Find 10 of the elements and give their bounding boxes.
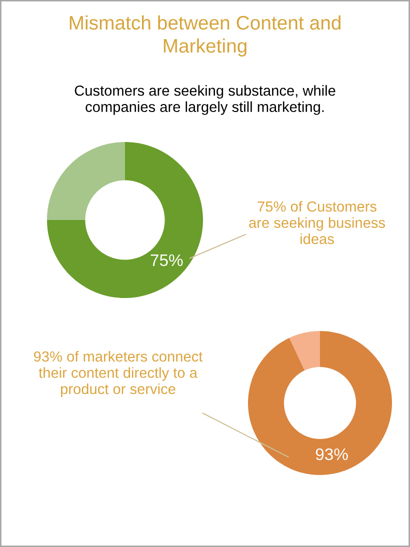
- data-label: 93%: [316, 448, 348, 460]
- chart-subtitle: Customers are seeking substance, while companies are largely still marketing.: [74, 85, 336, 115]
- text: 93% of marketers connect their content directly to a product or service: [34, 350, 203, 398]
- donut-slice: [248, 331, 392, 475]
- text: 75% of Customers are seeking business ideas: [249, 200, 385, 244]
- donut-slice: [47, 142, 203, 298]
- donut-slice: [47, 142, 125, 220]
- data-label: 75%: [150, 254, 183, 266]
- chart-title: Mismatch between Content and Marketing: [70, 15, 340, 57]
- donut-slice: [289, 331, 320, 370]
